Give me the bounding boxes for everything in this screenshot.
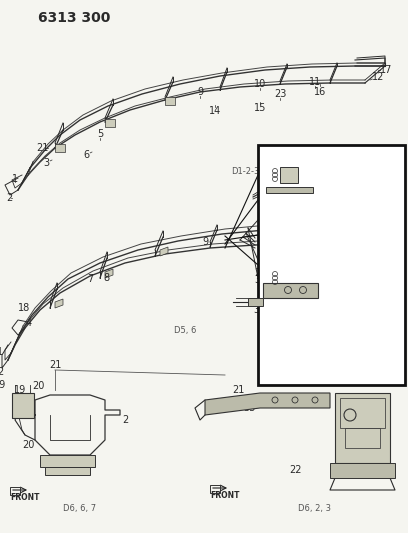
- Text: 30: 30: [342, 298, 354, 308]
- Text: 21: 21: [36, 143, 48, 153]
- Text: 23: 23: [274, 89, 286, 99]
- Text: FRONT: FRONT: [210, 490, 240, 499]
- Text: 34: 34: [257, 184, 269, 194]
- Polygon shape: [55, 299, 63, 308]
- Text: 5: 5: [97, 129, 103, 139]
- Bar: [340, 398, 385, 428]
- Text: 16: 16: [314, 87, 326, 97]
- Text: D1-2-3: D1-2-3: [231, 167, 259, 176]
- Bar: [258, 145, 405, 385]
- Text: 27: 27: [342, 182, 354, 192]
- Text: 6313 300: 6313 300: [38, 11, 111, 25]
- Text: w/6" RAIL: w/6" RAIL: [310, 240, 353, 249]
- Polygon shape: [280, 167, 298, 183]
- Text: 18: 18: [18, 303, 30, 313]
- Bar: [335, 393, 390, 463]
- Text: 15: 15: [254, 103, 266, 113]
- Text: 25: 25: [342, 200, 354, 210]
- Text: 34: 34: [254, 275, 266, 285]
- Bar: [10, 487, 20, 495]
- Text: D6, 2, 3: D6, 2, 3: [299, 504, 331, 513]
- Text: D6, 6, 7: D6, 6, 7: [63, 504, 97, 513]
- Text: 20: 20: [32, 381, 44, 391]
- Polygon shape: [263, 283, 318, 298]
- Polygon shape: [266, 187, 313, 193]
- Text: w/T" RAIL: w/T" RAIL: [310, 360, 352, 369]
- Text: 25: 25: [260, 261, 272, 271]
- Bar: [330, 463, 395, 478]
- Text: 1: 1: [0, 347, 3, 357]
- Bar: [12, 393, 34, 418]
- Polygon shape: [160, 247, 168, 256]
- Bar: [105, 119, 115, 127]
- Text: 27: 27: [342, 281, 354, 291]
- Text: 35: 35: [244, 403, 256, 413]
- Text: 2: 2: [122, 415, 128, 425]
- Text: 9: 9: [197, 87, 203, 97]
- Text: 33: 33: [254, 298, 266, 308]
- Text: 24: 24: [342, 265, 354, 275]
- Text: 9: 9: [202, 237, 208, 247]
- Text: 8: 8: [103, 273, 109, 283]
- Text: 28: 28: [262, 162, 274, 172]
- Text: 20: 20: [22, 440, 34, 450]
- Bar: [40, 455, 95, 467]
- Text: 2: 2: [6, 193, 12, 203]
- Text: 31: 31: [262, 309, 274, 319]
- Bar: [165, 97, 175, 105]
- Text: 11: 11: [309, 77, 321, 87]
- Text: D5, 6: D5, 6: [174, 326, 196, 335]
- Text: 29: 29: [342, 190, 354, 200]
- Bar: [55, 144, 65, 152]
- Text: 21: 21: [232, 385, 244, 395]
- Text: 19: 19: [0, 380, 6, 390]
- Text: 21: 21: [49, 360, 61, 370]
- Text: 10: 10: [254, 79, 266, 89]
- Polygon shape: [205, 393, 330, 415]
- Text: 14: 14: [209, 106, 221, 116]
- Text: 25: 25: [342, 311, 354, 321]
- Text: FRONT: FRONT: [10, 492, 40, 502]
- Text: 24: 24: [342, 165, 354, 175]
- Text: 12: 12: [372, 72, 384, 82]
- Text: 6: 6: [83, 150, 89, 160]
- Bar: [210, 485, 220, 493]
- Polygon shape: [248, 298, 263, 306]
- Text: 22: 22: [289, 465, 301, 475]
- Text: 1: 1: [12, 174, 18, 184]
- Text: 19: 19: [14, 385, 26, 395]
- Text: 29: 29: [342, 291, 354, 301]
- Text: 17: 17: [380, 65, 392, 75]
- Text: 25: 25: [342, 170, 354, 180]
- Text: 31: 31: [260, 198, 272, 208]
- Text: 4: 4: [26, 318, 32, 328]
- Bar: [45, 467, 90, 475]
- Text: 28: 28: [254, 268, 266, 278]
- Text: 2: 2: [0, 367, 3, 377]
- Text: 3: 3: [43, 158, 49, 168]
- Text: 32: 32: [254, 305, 266, 315]
- Polygon shape: [105, 269, 113, 278]
- Text: 26: 26: [342, 176, 354, 186]
- Text: 31: 31: [257, 285, 269, 295]
- Text: 26: 26: [342, 273, 354, 283]
- Text: 7: 7: [87, 274, 93, 284]
- Bar: [345, 428, 380, 448]
